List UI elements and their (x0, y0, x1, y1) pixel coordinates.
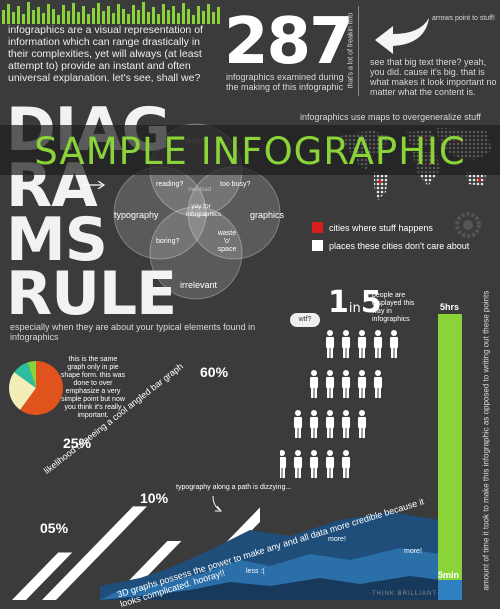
angled-label-10: 10% (140, 490, 169, 506)
ratio-in: in (348, 301, 361, 316)
angled-bar (42, 506, 147, 600)
small-right-arrow-icon (84, 181, 106, 189)
venn-label-overload: overload (188, 187, 212, 193)
venn-label-reading: reading? (156, 181, 184, 188)
time-bar-bottom-label: 5min (438, 570, 460, 580)
pie-slice (14, 362, 36, 388)
stat-caption: infographics examined during the making … (226, 72, 344, 92)
stat-vertical-text: that's a lot of freakin info (347, 12, 355, 89)
venn-label-too-busy: too busy? (220, 181, 251, 188)
pie-slice (20, 361, 64, 415)
diagrams-subtitle: especially when they are about your typi… (10, 322, 256, 342)
arrow-note-label: arrows point to stuff! (432, 15, 495, 22)
people-pictogram (280, 330, 398, 478)
venn-label-irrelevant: irrelevant (180, 280, 218, 290)
more-label-1: more! (328, 536, 346, 543)
angled-bar (12, 552, 73, 600)
venn-label-center: yay for infographics (186, 203, 222, 218)
path-text-note: typography along a path is dizzying... (176, 484, 292, 491)
equalizer-decoration (0, 0, 225, 24)
sample-banner-text: SAMPLE INFOGRAPHIC (34, 130, 466, 173)
pie-text: this is the same graph only in pie shape… (60, 356, 126, 419)
angled-label-25: 25% (63, 435, 92, 451)
think-brilliant-logo: THINK BRILLIANT (372, 591, 438, 597)
stat-vertical-note: that's a lot of freakin info (346, 10, 356, 90)
stat-divider (358, 6, 359, 96)
map-caption: infographics use maps to overgeneralize … (300, 112, 481, 122)
angled-label-05: 05% (40, 520, 69, 536)
pie-slice (9, 372, 36, 410)
less-label: less :( (246, 568, 265, 575)
gear-icon (455, 212, 481, 238)
legend-swatch-places (312, 240, 323, 251)
more-label-2: more! (404, 548, 422, 555)
curved-arrow-icon (375, 18, 429, 54)
time-bar-fill (438, 314, 462, 600)
time-bar-vertical-text: amount of time it took to make this info… (466, 291, 496, 596)
legend-label-cities: cities where stuff happens (329, 223, 433, 233)
legend-swatch-cities (312, 222, 323, 233)
time-bar-small-fill (438, 580, 462, 600)
people-note: people are displayed this way in infogra… (372, 292, 415, 323)
stat-number: 287 (224, 5, 354, 79)
venn-label-typography: typography (114, 210, 159, 220)
arrow-note-text: see that big text there? yeah, you did. … (370, 57, 497, 97)
pie-chart (9, 361, 64, 415)
down-arrow-icon (212, 496, 223, 512)
time-bar-top-label: 5hrs (440, 302, 460, 312)
3d-area-graph (100, 512, 440, 600)
venn-label-boring: boring? (156, 238, 180, 245)
speech-bubble: wtf? (290, 313, 320, 327)
intro-text: infographics are a visual representation… (8, 24, 203, 84)
speech-bubble-text: wtf? (298, 316, 312, 323)
ratio-text: 1in5 (328, 285, 382, 320)
sample-banner (0, 125, 500, 175)
diagram-word-3: MS (6, 205, 108, 275)
pie-slice (27, 361, 36, 388)
legend-label-places: places these cities don't care about (329, 241, 470, 251)
equalizer-bars (2, 2, 220, 24)
angled-label-60: 60% (200, 364, 229, 380)
time-bar-vertical-caption: amount of time it took to make this info… (481, 290, 491, 591)
ratio-a: 1 (328, 285, 349, 320)
venn-label-waste: waste 'o' space (217, 230, 237, 253)
ratio-b: 5 (360, 285, 382, 320)
venn-label-graphics: graphics (250, 210, 285, 220)
diagram-word-4: RULE (6, 259, 177, 329)
